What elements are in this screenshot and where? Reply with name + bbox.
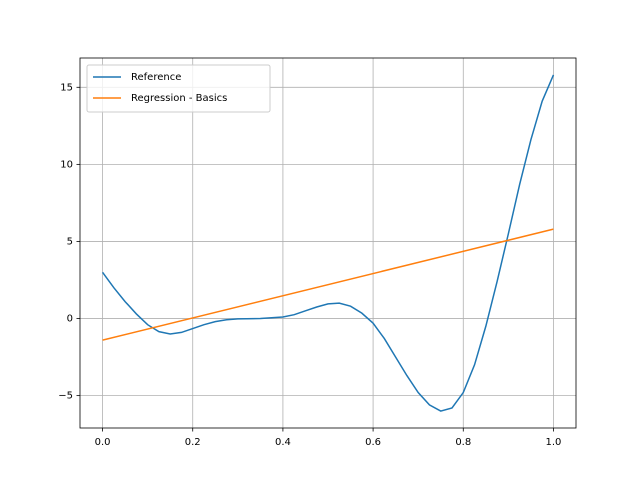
plot-frame (79, 57, 577, 429)
x-tick-label: 0.6 (365, 437, 381, 448)
legend-label: Regression - Basics (131, 93, 227, 104)
y-tick-label: 5 (67, 236, 73, 247)
x-tick-label: 0.4 (275, 437, 291, 448)
y-tick-label: 0 (67, 314, 73, 325)
data-line (101, 74, 555, 412)
x-tick-label: 1.0 (546, 437, 562, 448)
x-tick-label: 0.2 (185, 437, 201, 448)
legend-label: Reference (131, 72, 181, 83)
legend: Reference Regression - Basics (86, 64, 271, 113)
y-tick-label: 10 (60, 159, 73, 170)
data-line (102, 228, 554, 341)
y-tick-label: 15 (60, 82, 73, 93)
x-tick-label: 0.0 (95, 437, 111, 448)
x-tick-label: 0.8 (455, 437, 471, 448)
y-tick-label: −5 (58, 391, 73, 402)
legend-box (86, 64, 271, 113)
